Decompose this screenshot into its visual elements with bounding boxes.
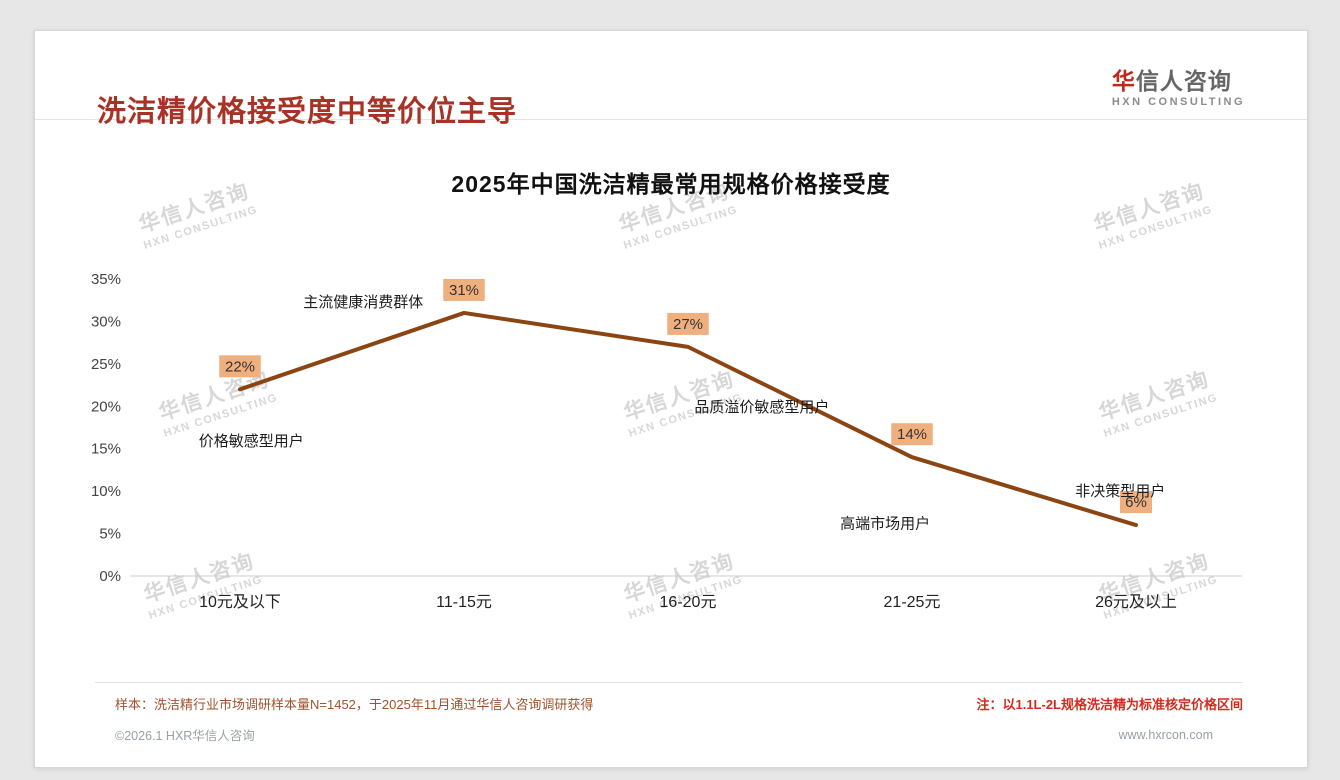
data-label: 14% — [897, 426, 927, 443]
y-axis-tick-label: 15% — [91, 441, 121, 458]
line-chart: 0% 5% 10% 15% 20% 25% 30% 35% 10元及以下 11-15元 16-20元… — [35, 246, 1307, 636]
data-label-bg — [667, 312, 709, 335]
data-label-bg — [219, 355, 261, 378]
data-label-bg — [1120, 491, 1152, 514]
x-axis-category-label: 21-25元 — [884, 594, 941, 611]
logo-first-char: 华 — [1111, 68, 1136, 94]
y-axis-tick-label: 10% — [91, 483, 121, 500]
annotation: 价格敏感型用户 — [199, 433, 304, 450]
watermark-en: HXN CONSULTING — [1097, 203, 1215, 252]
data-label-bg — [891, 423, 933, 446]
price-note: 注：以1.1L-2L规格洗洁精为标准核定价格区间 — [976, 697, 1243, 712]
sample-note: 样本：洗洁精行业市场调研样本量N=1452，于2025年11月通过华信人咨询调研… — [115, 697, 594, 712]
watermark-en: HXN CONSULTING — [142, 203, 260, 252]
annotation: 高端市场用户 — [840, 515, 930, 532]
y-axis-tick-label: 25% — [91, 356, 121, 373]
annotation: 品质溢价敏感型用户 — [694, 399, 829, 416]
data-label: 22% — [225, 358, 255, 375]
annotation: 非决策型用户 — [1075, 483, 1165, 500]
y-axis-tick-label: 5% — [99, 526, 121, 543]
data-label: 27% — [673, 316, 703, 333]
slide-card: 华信人咨询 HXN CONSULTING 华信人咨询 HXN CONSULTING 华信… — [34, 30, 1308, 768]
data-label-bg — [443, 278, 485, 301]
data-label: 6% — [1125, 494, 1147, 511]
copyright: ©2026.1 HXR华信人咨询 — [115, 729, 255, 743]
x-axis-category-label: 11-15元 — [436, 594, 492, 611]
logo-english-name: HXN CONSULTING — [1111, 96, 1245, 109]
watermark-en: HXN CONSULTING — [622, 203, 740, 252]
chart-title: 2025年中国洗洁精最常用规格价格接受度 — [451, 171, 891, 197]
bottom-row: ©2026.1 HXR华信人咨询 www.hxrcon.com — [115, 725, 1213, 744]
y-axis-tick-label: 20% — [91, 398, 121, 415]
logo-chinese-name: 华信人咨询 — [1111, 68, 1245, 94]
page-title: 洗洁精价格接受度中等价位主导 — [97, 96, 518, 129]
website: www.hxrcon.com — [1118, 727, 1213, 742]
annotation: 主流健康消费群体 — [303, 294, 423, 311]
logo-rest-chars: 信人咨询 — [1135, 68, 1232, 94]
footnote-row: 样本：洗洁精行业市场调研样本量N=1452，于2025年11月通过华信人咨询调研… — [115, 694, 1243, 713]
x-axis-category-label: 26元及以上 — [1095, 593, 1177, 611]
footer-divider — [95, 682, 1243, 683]
price-acceptance-line-chart: 0% 5% 10% 15% 20% 25% 30% 35% 10元及以下 11-15元 16-20元… — [91, 271, 1242, 611]
company-logo: 华信人咨询 HXN CONSULTING — [1111, 68, 1245, 109]
x-axis-category-label: 10元及以下 — [199, 594, 281, 611]
header-divider — [35, 119, 1307, 120]
data-label: 31% — [449, 282, 479, 299]
y-axis-tick-label: 30% — [91, 313, 121, 330]
y-axis-tick-label: 35% — [91, 271, 121, 288]
trend-line — [238, 310, 1138, 528]
x-axis-category-label: 16-20元 — [660, 594, 717, 611]
y-axis-tick-label: 0% — [99, 568, 121, 585]
